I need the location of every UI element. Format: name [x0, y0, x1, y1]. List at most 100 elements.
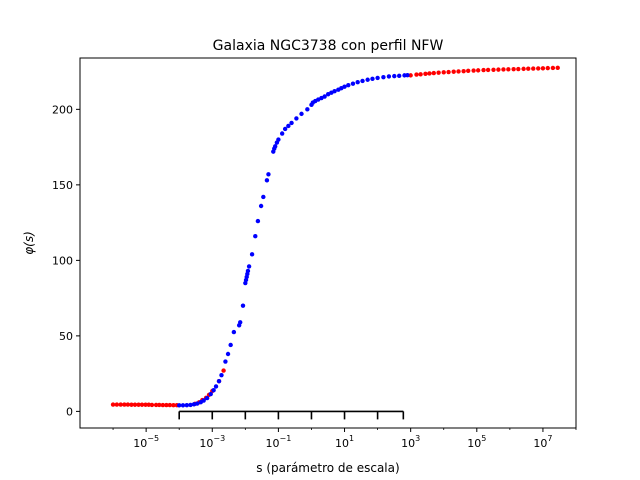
data-point-s1-67 — [392, 73, 397, 79]
data-point-s1-5 — [194, 401, 200, 406]
data-point-s1-70 — [405, 73, 410, 78]
data-point-s1-11 — [213, 384, 219, 389]
data-point-s0-12 — [153, 402, 159, 408]
data-point-s0-36 — [451, 69, 456, 74]
data-point-s1-13 — [219, 372, 224, 378]
data-point-s0-8 — [139, 402, 145, 407]
data-point-s1-27 — [249, 252, 255, 257]
data-point-s1-38 — [276, 137, 281, 142]
data-point-s1-16 — [228, 342, 233, 348]
x-tick-label-1: 10−3 — [199, 434, 225, 450]
data-point-s0-45 — [496, 67, 501, 72]
data-point-s0-57 — [555, 65, 560, 71]
data-point-s0-30 — [423, 71, 428, 77]
data-point-s1-45 — [305, 107, 310, 112]
x-axis-label: s (parámetro de escala) — [256, 461, 399, 475]
x-axis-ticks: 10−5 10−3 10−1 101 103 105 107 — [112, 428, 577, 450]
data-point-s0-3 — [122, 402, 127, 407]
x-tick-label-4: 103 — [401, 434, 420, 450]
data-point-s1-62 — [365, 77, 370, 82]
data-point-s0-40 — [471, 68, 476, 73]
data-point-s0-17 — [171, 403, 176, 408]
data-point-s1-31 — [261, 194, 266, 200]
data-point-s1-7 — [201, 398, 206, 403]
data-point-s0-31 — [427, 71, 432, 76]
data-point-s0-56 — [550, 65, 556, 71]
data-point-s1-29 — [255, 218, 261, 224]
data-point-s0-32 — [431, 70, 436, 76]
data-point-s0-49 — [516, 66, 521, 72]
data-point-s0-44 — [491, 67, 496, 72]
data-point-s1-63 — [370, 76, 375, 82]
data-point-s1-10 — [211, 388, 216, 393]
data-point-s0-42 — [481, 67, 486, 73]
data-point-s0-5 — [129, 402, 134, 407]
data-point-s1-1 — [180, 403, 186, 408]
data-point-s1-0 — [177, 403, 182, 408]
data-point-s1-51 — [322, 94, 327, 99]
data-point-s1-68 — [397, 73, 402, 79]
data-point-s0-53 — [536, 66, 541, 71]
y-tick-label-4: 200 — [52, 103, 73, 116]
data-point-s0-46 — [501, 67, 506, 72]
plot-frame — [79, 57, 577, 429]
data-point-s0-51 — [526, 66, 531, 71]
points-layer — [110, 65, 560, 408]
data-point-s1-32 — [264, 178, 270, 183]
data-point-s0-38 — [461, 68, 466, 74]
data-point-s1-61 — [360, 78, 365, 84]
data-point-s0-54 — [540, 66, 546, 71]
data-point-s1-41 — [286, 123, 291, 129]
data-point-s1-60 — [355, 79, 360, 85]
data-point-s0-35 — [446, 69, 451, 75]
data-point-s1-33 — [266, 172, 271, 177]
data-point-s0-9 — [143, 402, 148, 407]
data-point-s1-17 — [231, 329, 237, 335]
data-point-s0-15 — [164, 402, 169, 408]
y-axis-label: φ(s) — [22, 231, 36, 255]
data-point-s0-48 — [511, 66, 516, 72]
data-point-s1-8 — [204, 395, 210, 401]
y-tick-label-3: 150 — [52, 179, 73, 192]
x-tick-label-6: 107 — [533, 434, 552, 450]
data-point-s0-28 — [414, 72, 419, 77]
axis-bracket — [178, 410, 405, 420]
data-point-s0-6 — [132, 402, 138, 407]
data-point-s1-36 — [273, 144, 278, 149]
data-point-s0-16 — [167, 402, 173, 408]
data-point-s0-29 — [418, 72, 423, 77]
data-point-s1-43 — [294, 116, 299, 121]
data-point-s0-4 — [125, 402, 131, 407]
data-point-s1-25 — [245, 268, 251, 274]
data-point-s0-10 — [146, 402, 151, 407]
data-point-s0-1 — [114, 402, 120, 407]
data-point-s1-66 — [386, 74, 392, 79]
y-tick-label-2: 100 — [52, 254, 73, 267]
data-point-s0-14 — [160, 402, 166, 408]
x-tick-label-2: 10−1 — [266, 434, 292, 450]
data-point-s1-57 — [342, 84, 347, 89]
x-tick-label-3: 101 — [335, 434, 354, 450]
plot-area — [79, 57, 577, 429]
data-point-s1-54 — [332, 89, 337, 94]
y-axis-ticks: 0 50 100 150 200 — [52, 103, 80, 418]
data-point-s1-64 — [375, 75, 380, 81]
data-point-s1-15 — [225, 351, 231, 357]
data-point-s1-65 — [381, 74, 386, 80]
data-point-s1-9 — [208, 391, 213, 397]
data-point-s1-19 — [238, 320, 243, 325]
data-point-s0-50 — [521, 66, 526, 72]
data-point-s1-42 — [289, 120, 294, 126]
data-point-s1-28 — [253, 234, 258, 239]
chart-title: Galaxia NGC3738 con perfil NFW — [213, 38, 444, 54]
data-point-s0-47 — [506, 67, 511, 72]
data-point-s0-39 — [466, 68, 471, 74]
data-point-s1-30 — [258, 203, 264, 209]
data-point-s0-11 — [149, 402, 155, 408]
data-point-s0-7 — [136, 402, 141, 407]
data-point-s0-52 — [531, 66, 536, 71]
data-point-s1-58 — [346, 82, 351, 88]
data-point-s1-14 — [223, 359, 228, 364]
